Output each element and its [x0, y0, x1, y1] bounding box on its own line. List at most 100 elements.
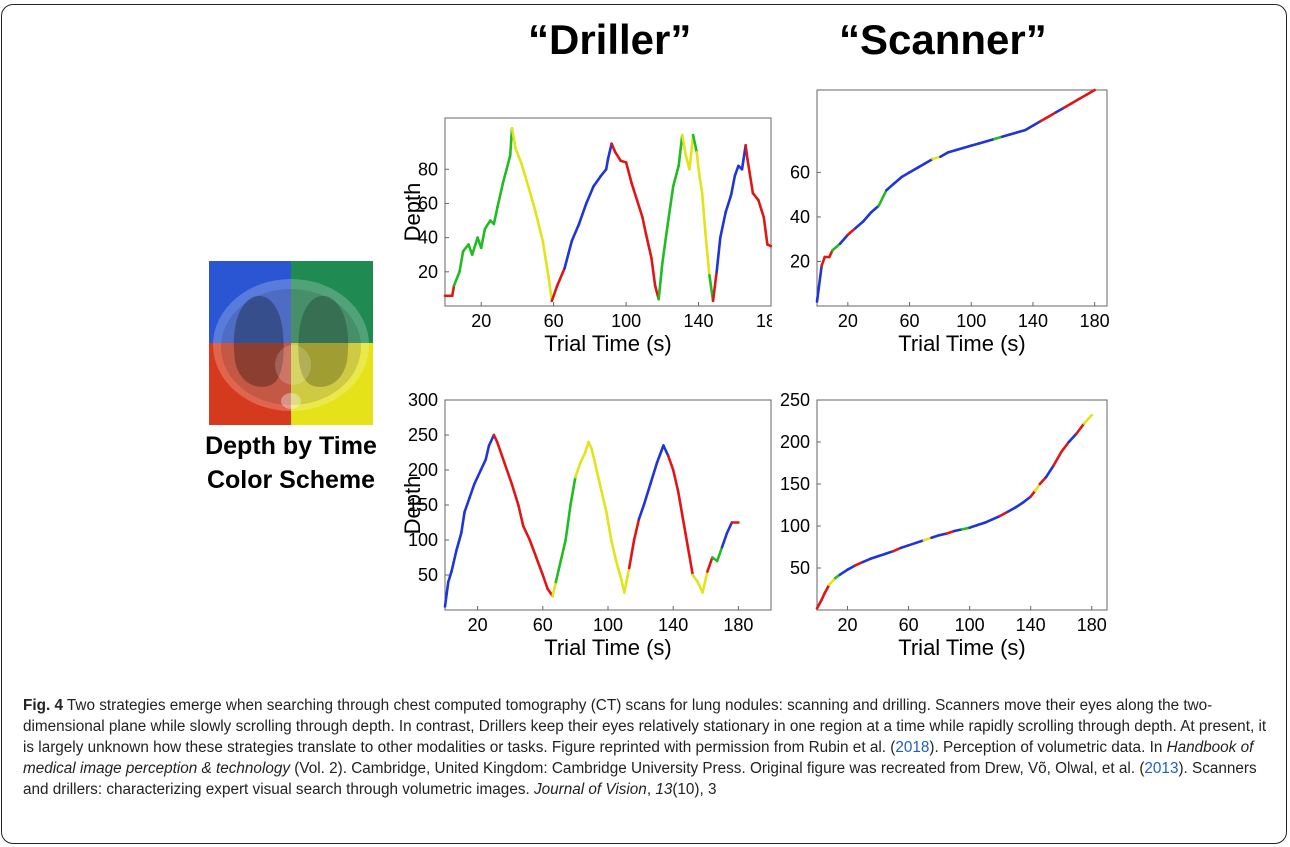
caption-ref-2013[interactable]: 2013: [1144, 760, 1179, 777]
ct-color-scheme-legend: [209, 261, 373, 425]
series-segment-blue: [724, 193, 733, 214]
series-segment-blue: [637, 503, 646, 521]
x-tick-label: 60: [900, 311, 920, 331]
series-segment-green: [666, 185, 675, 226]
series-segment-red: [686, 545, 695, 577]
series-segment-red: [853, 560, 865, 567]
series-segment-red: [632, 517, 641, 542]
x-tick-label: 180: [723, 615, 753, 635]
series-segment-red: [1077, 93, 1089, 101]
series-segment-yellow: [827, 576, 837, 587]
plot-area: [816, 89, 1108, 307]
series-segment-blue: [969, 142, 981, 147]
series-segment-blue: [815, 264, 823, 303]
x-tick-label: 60: [533, 615, 553, 635]
series-segment-blue: [838, 233, 850, 245]
series-segment-yellow: [688, 133, 695, 171]
series-segment-blue: [570, 222, 581, 243]
series-segment-red: [644, 232, 653, 260]
series-segment-red: [892, 546, 903, 553]
y-tick-label: 100: [408, 530, 438, 550]
caption-text-1: Two strategies emerge when searching thr…: [23, 697, 1267, 756]
y-tick-label: 250: [780, 390, 810, 410]
y-tick-label: 20: [418, 262, 438, 282]
caption-ref-2018[interactable]: 2018: [895, 739, 930, 756]
series-segment-blue: [968, 523, 979, 529]
series-segment-red: [613, 150, 622, 163]
plot-area: [444, 399, 772, 611]
series-segment-blue: [899, 544, 910, 550]
series-segment-red: [1070, 97, 1081, 105]
series-segment-blue: [1014, 501, 1025, 509]
series-segment-blue: [720, 531, 729, 549]
series-segment-yellow: [697, 167, 704, 195]
series-segment-red: [500, 454, 509, 472]
series-segment-green: [470, 236, 479, 257]
series-segment-blue: [468, 482, 476, 500]
series-segment-green: [569, 475, 577, 507]
series-segment-blue: [923, 157, 934, 165]
x-tick-label: 140: [1016, 615, 1046, 635]
x-tick-label: 60: [899, 615, 919, 635]
series-segment-blue: [1067, 432, 1078, 444]
y-tick-label: 20: [790, 251, 810, 271]
legend-quadrant-bottom-left: [209, 343, 291, 425]
ct-body-inner: [221, 289, 361, 405]
series-segment-green: [554, 559, 563, 584]
caption-text-6: (10), 3: [672, 781, 717, 798]
series-segment-red: [766, 243, 772, 248]
x-tick-label: 20: [838, 615, 858, 635]
scanner-column-title: “Scanner”: [839, 16, 1047, 63]
series-segment-red: [1085, 88, 1096, 96]
series-segment-green: [458, 250, 465, 274]
series-segment-yellow: [701, 570, 709, 594]
series-segment-red: [624, 161, 633, 185]
x-axis-label: Trial Time (s): [544, 331, 672, 356]
y-tick-label: 100: [780, 516, 810, 536]
series-segment-red: [667, 454, 675, 472]
series-segment-red: [510, 482, 520, 507]
figure-caption: Fig. 4 Two strategies emerge when search…: [23, 695, 1268, 800]
x-tick-label: 180: [1080, 311, 1110, 331]
x-tick-label: 180: [1077, 615, 1107, 635]
series-segment-blue: [604, 157, 610, 171]
series-segment-blue: [459, 510, 466, 535]
y-tick-label: 40: [790, 207, 810, 227]
series-segment-blue: [975, 521, 987, 527]
series-segment-blue: [487, 433, 496, 447]
plot-area: [816, 399, 1108, 611]
series-segment-red: [706, 556, 714, 573]
series-segment-blue: [733, 164, 740, 178]
series-segment-blue: [725, 521, 734, 535]
series-segment-green: [661, 222, 670, 265]
series-segment-blue: [715, 236, 722, 274]
ct-left-lung: [233, 295, 284, 387]
series-segment-blue: [642, 482, 652, 507]
legend-quadrant-top-right: [291, 261, 373, 343]
series-segment-red: [521, 524, 532, 542]
series-segment-blue: [854, 220, 865, 230]
series-segment-green: [496, 181, 505, 209]
series-segment-green: [671, 164, 680, 188]
series-segment-yellow: [614, 559, 623, 580]
legend-quadrant-bottom-right: [291, 343, 373, 425]
y-tick-label: 150: [780, 474, 810, 494]
series-segment-red: [681, 517, 690, 549]
y-tick-label: 300: [408, 390, 438, 410]
series-segment-blue: [563, 239, 574, 270]
series-segment-yellow: [590, 447, 598, 472]
x-tick-label: 140: [684, 311, 714, 331]
series-segment-green: [452, 270, 461, 287]
series-segment-blue: [1023, 124, 1035, 132]
y-tick-label: 150: [408, 495, 438, 515]
series-segment-blue: [1031, 119, 1042, 127]
y-axis-label: Depth: [400, 183, 425, 242]
x-tick-label: 140: [1018, 311, 1048, 331]
legend-label: Depth by Time Color Scheme: [196, 429, 386, 497]
series-segment-blue: [450, 549, 458, 573]
series-segment-green: [691, 133, 699, 154]
series-segment-yellow: [605, 510, 613, 542]
y-axis-label: Depth: [400, 476, 425, 535]
series-segment-red: [550, 284, 559, 303]
series-segment-blue: [907, 541, 918, 547]
